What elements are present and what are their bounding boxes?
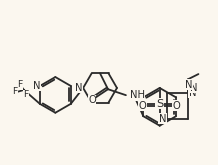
Text: O: O — [88, 95, 96, 105]
Text: O: O — [139, 101, 147, 111]
Text: N: N — [185, 80, 192, 90]
Text: S: S — [156, 99, 163, 109]
Text: O: O — [173, 101, 181, 111]
Text: N: N — [159, 114, 166, 124]
Text: N: N — [190, 83, 197, 93]
Text: N: N — [75, 83, 83, 93]
Text: N: N — [33, 81, 41, 91]
Text: F: F — [23, 90, 29, 99]
Text: N: N — [189, 88, 196, 98]
Text: NH: NH — [130, 90, 145, 100]
Text: F: F — [17, 81, 23, 89]
Text: F: F — [12, 87, 18, 96]
